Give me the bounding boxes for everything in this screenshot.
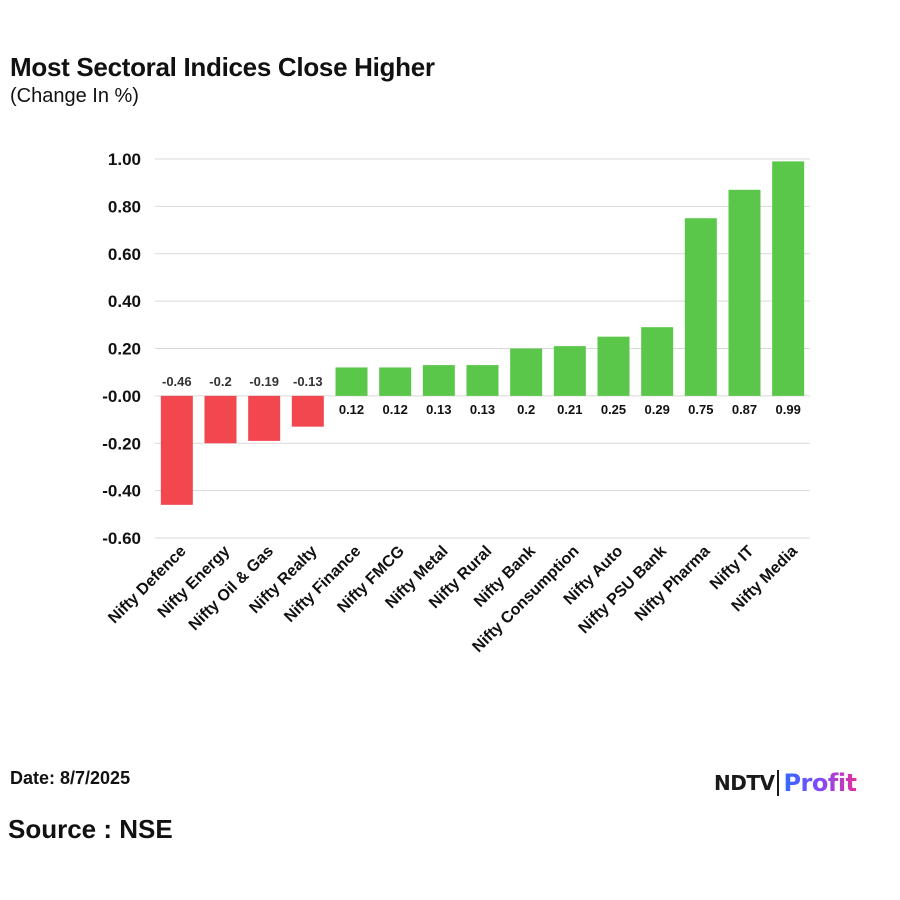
bar bbox=[728, 189, 761, 396]
value-label: -0.46 bbox=[162, 374, 192, 389]
value-label: -0.19 bbox=[249, 374, 279, 389]
value-labels: -0.46 -0.2 -0.19 -0.13 0.12 0.12 0.13 0.13 0.2 0.… bbox=[162, 374, 801, 417]
y-tick-label: 0.60 bbox=[108, 245, 141, 264]
value-label: -0.2 bbox=[209, 374, 231, 389]
value-label: 0.87 bbox=[732, 402, 757, 417]
chart-title: Most Sectoral Indices Close Higher bbox=[10, 52, 435, 82]
chart-subtitle: (Change In %) bbox=[10, 85, 139, 107]
y-tick-label: -0.60 bbox=[102, 529, 141, 548]
bar bbox=[553, 346, 586, 396]
bar bbox=[160, 395, 193, 505]
value-label: 0.21 bbox=[557, 402, 582, 417]
bar bbox=[466, 365, 499, 396]
y-tick-label: 0.20 bbox=[108, 340, 141, 359]
y-tick-label: 0.80 bbox=[108, 197, 141, 216]
value-label: 0.13 bbox=[426, 402, 451, 417]
bar bbox=[335, 367, 368, 396]
logo-ndtv-text: NDTV bbox=[714, 771, 775, 795]
bar bbox=[510, 348, 543, 396]
logo-profit-text: Profit bbox=[783, 769, 857, 797]
y-tick-label: -0.00 bbox=[102, 387, 141, 406]
y-tick-label: -0.40 bbox=[102, 482, 141, 501]
value-label: 0.13 bbox=[470, 402, 495, 417]
value-label: 0.12 bbox=[339, 402, 364, 417]
ndtv-profit-logo: NDTV Profit bbox=[714, 768, 857, 798]
value-label: 0.12 bbox=[383, 402, 408, 417]
value-label: -0.13 bbox=[293, 374, 323, 389]
y-tick-label: 1.00 bbox=[108, 150, 141, 169]
x-tick-label: Nifty Pharma bbox=[632, 543, 714, 625]
bar bbox=[291, 395, 324, 427]
value-label: 0.75 bbox=[688, 402, 713, 417]
bars bbox=[160, 161, 805, 505]
y-tick-label: -0.20 bbox=[102, 434, 141, 453]
bar bbox=[684, 218, 717, 396]
bar bbox=[641, 327, 674, 396]
bar bbox=[204, 395, 237, 444]
value-label: 0.25 bbox=[601, 402, 626, 417]
y-axis-labels: 1.00 0.80 0.60 0.40 0.20 -0.00 -0.20 -0.40 -0.60 bbox=[102, 150, 141, 548]
bar bbox=[379, 367, 412, 396]
bar bbox=[422, 365, 455, 396]
x-tick-label: Nifty Finance bbox=[281, 543, 364, 626]
bar bbox=[248, 395, 281, 441]
logo-divider bbox=[777, 770, 780, 796]
source-label: Source : NSE bbox=[8, 814, 173, 844]
bar bbox=[772, 161, 805, 396]
bar bbox=[597, 336, 630, 396]
value-label: 0.2 bbox=[517, 402, 535, 417]
x-tick-label: Nifty Defence bbox=[105, 543, 189, 627]
y-tick-label: 0.40 bbox=[108, 292, 141, 311]
date-label: Date: 8/7/2025 bbox=[10, 768, 131, 788]
value-label: 0.99 bbox=[776, 402, 801, 417]
bar-chart: 1.00 0.80 0.60 0.40 0.20 -0.00 -0.20 -0.40 -0.60… bbox=[102, 150, 810, 656]
value-label: 0.29 bbox=[645, 402, 670, 417]
